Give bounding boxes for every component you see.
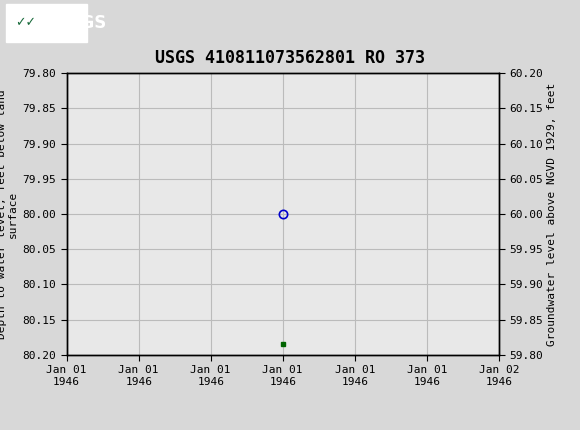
FancyBboxPatch shape: [6, 3, 87, 42]
Y-axis label: Groundwater level above NGVD 1929, feet: Groundwater level above NGVD 1929, feet: [547, 82, 557, 346]
Text: ✓✓: ✓✓: [16, 16, 37, 29]
Y-axis label: Depth to water level, feet below land
surface: Depth to water level, feet below land su…: [0, 89, 19, 339]
Text: USGS 410811073562801 RO 373: USGS 410811073562801 RO 373: [155, 49, 425, 67]
Text: USGS: USGS: [55, 14, 106, 31]
